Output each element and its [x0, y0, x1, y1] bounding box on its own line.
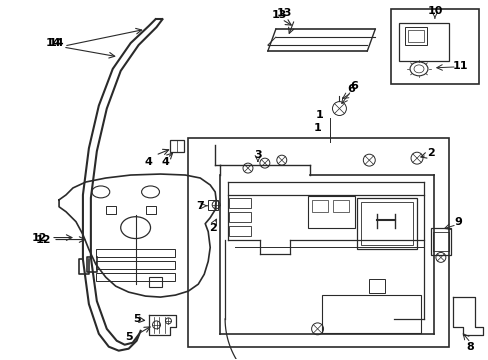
Bar	[430, 228, 450, 255]
Bar	[398, 23, 448, 61]
Bar	[361, 202, 412, 246]
Text: 8: 8	[466, 342, 474, 352]
Bar	[333, 200, 349, 212]
Bar	[96, 273, 175, 281]
Text: 2: 2	[209, 222, 217, 233]
Text: 7: 7	[196, 201, 203, 211]
Text: 9: 9	[454, 217, 462, 227]
Text: 13: 13	[277, 8, 292, 18]
Text: 3: 3	[254, 150, 261, 160]
Bar	[105, 206, 116, 214]
Bar	[188, 138, 448, 347]
Bar	[228, 226, 250, 235]
Text: 1: 1	[315, 109, 323, 120]
Bar	[357, 198, 416, 249]
Bar	[228, 212, 250, 222]
Text: 5: 5	[133, 314, 140, 324]
Text: 5: 5	[124, 332, 132, 342]
Bar	[311, 200, 327, 212]
Text: 2: 2	[426, 148, 434, 158]
Bar	[307, 196, 355, 228]
Bar	[148, 277, 162, 287]
Bar	[432, 231, 448, 251]
Bar	[96, 261, 175, 269]
Text: 1: 1	[313, 123, 321, 134]
Bar	[208, 200, 218, 210]
Text: 12: 12	[35, 234, 51, 244]
Text: 6: 6	[347, 84, 355, 94]
Text: 13: 13	[271, 10, 287, 20]
Bar	[321, 295, 420, 333]
Bar	[404, 27, 426, 45]
Text: 4: 4	[161, 157, 169, 167]
Bar	[228, 198, 250, 208]
Bar	[407, 30, 423, 42]
Text: 12: 12	[31, 233, 47, 243]
Text: 4: 4	[144, 157, 152, 167]
Bar	[145, 206, 155, 214]
Bar	[368, 279, 385, 293]
Text: 14: 14	[48, 38, 64, 48]
Bar	[96, 249, 175, 257]
Text: 6: 6	[350, 81, 358, 91]
Text: 14: 14	[45, 38, 61, 48]
Text: 10: 10	[427, 6, 442, 16]
Bar	[390, 9, 478, 84]
Bar	[170, 140, 184, 152]
Text: 11: 11	[452, 61, 468, 71]
